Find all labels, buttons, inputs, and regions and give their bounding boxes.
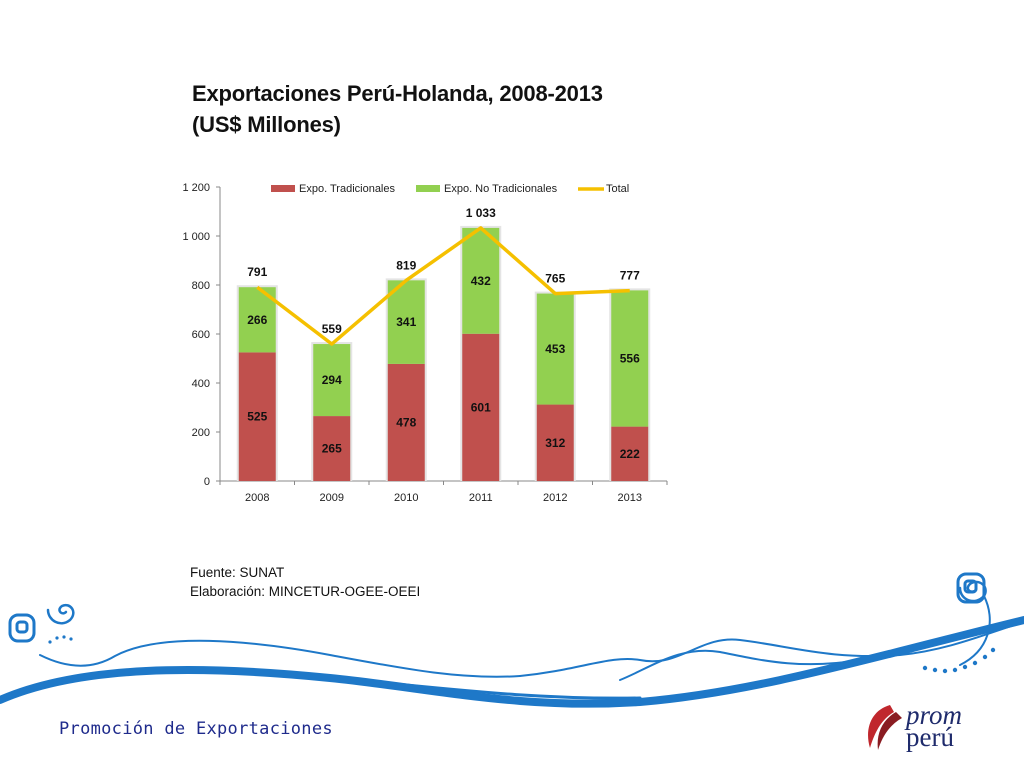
wave-dot: [962, 664, 968, 670]
legend-label-total: Total: [606, 183, 629, 195]
data-label-no-tradicionales: 266: [247, 313, 267, 327]
spiral-box-left: [8, 613, 36, 643]
wave-dot: [55, 636, 59, 640]
spiral-box-right: [956, 572, 986, 604]
wave-dot: [942, 668, 948, 674]
bar-no-tradicionales: [387, 280, 425, 364]
bar-no-tradicionales: [611, 290, 649, 427]
legend-swatch-no-tradicionales: [416, 185, 440, 192]
legend-swatch-tradicionales: [271, 185, 295, 192]
total-line: [256, 226, 630, 346]
bar-tradicionales: [611, 426, 649, 481]
chart-title-line2: (US$ Millones): [192, 112, 341, 137]
wave-dot: [62, 635, 66, 639]
data-label-no-tradicionales: 453: [545, 342, 565, 356]
y-tick-label: 1 200: [182, 182, 210, 194]
y-tick-label: 400: [192, 378, 210, 390]
y-tick-label: 600: [192, 329, 210, 341]
elaboration-text: Elaboración: MINCETUR-OGEE-OEEI: [190, 584, 421, 599]
y-tick-label: 800: [192, 280, 210, 292]
wave-thin-2: [519, 621, 1024, 677]
source-text: Fuente: SUNAT: [190, 565, 285, 580]
data-label-tradicionales: 478: [396, 415, 416, 429]
wave-thin-4: [328, 676, 642, 700]
bar-no-tradicionales: [462, 227, 500, 334]
data-label-total: 791: [247, 265, 267, 279]
x-tick-label: 2013: [618, 492, 642, 504]
decorative-waves: [0, 572, 1024, 708]
promperu-logo: prom perú: [860, 700, 980, 755]
x-tick-label: 2011: [469, 492, 493, 504]
wave-thin-3: [619, 649, 861, 681]
wave-dot: [982, 654, 988, 660]
data-label-total: 559: [322, 322, 342, 336]
bar-tradicionales: [387, 363, 425, 481]
wave-dot: [922, 665, 928, 671]
data-label-no-tradicionales: 294: [322, 373, 342, 387]
data-label-tradicionales: 312: [545, 436, 565, 450]
sources: Fuente: SUNAT Elaboración: MINCETUR-OGEE…: [190, 563, 420, 601]
data-label-tradicionales: 601: [471, 400, 491, 414]
data-label-total: 765: [545, 272, 565, 286]
bar-tradicionales: [536, 404, 574, 481]
wave-spiral-left: [46, 603, 75, 625]
bar-no-tradicionales: [313, 344, 351, 417]
wave-dot: [69, 637, 73, 641]
bar-tradicionales: [238, 352, 276, 481]
wave-dot: [932, 667, 938, 673]
wave-main: [0, 616, 1024, 708]
legend-label-tradicionales: Expo. Tradicionales: [299, 183, 395, 195]
wave-tail-right: [959, 595, 991, 666]
footer-title: Promoción de Exportaciones: [59, 719, 333, 739]
data-label-no-tradicionales: 341: [396, 315, 416, 329]
data-label-tradicionales: 265: [322, 442, 342, 456]
chart: 0 200 400 600 800 1 000 1 200 525 266 2008 265 294 2…: [182, 182, 668, 504]
x-tick-label: 2012: [543, 492, 567, 504]
legend-label-no-tradicionales: Expo. No Tradicionales: [444, 183, 558, 195]
wave-thin-1: [39, 639, 521, 678]
y-tick-label: 1 000: [182, 231, 210, 243]
x-tick-label: 2010: [394, 492, 418, 504]
x-tick-label: 2009: [320, 492, 344, 504]
data-label-total: 1 033: [466, 206, 496, 220]
bar-tradicionales: [462, 333, 500, 481]
data-label-total: 777: [620, 269, 640, 283]
chart-title-line1: Exportaciones Perú-Holanda, 2008-2013: [192, 81, 603, 106]
wave-dot: [48, 640, 52, 644]
data-label-no-tradicionales: 556: [620, 352, 640, 366]
data-label-total: 819: [396, 258, 416, 272]
bar-no-tradicionales: [536, 293, 574, 405]
x-tick-label: 2008: [245, 492, 269, 504]
bar-tradicionales: [313, 416, 351, 481]
wave-dot: [972, 660, 978, 666]
logo-swoosh-icon: [868, 705, 902, 750]
y-tick-label: 200: [192, 427, 210, 439]
data-label-no-tradicionales: 432: [471, 274, 491, 288]
wave-dot: [952, 667, 958, 673]
data-label-tradicionales: 525: [247, 410, 267, 424]
logo-peru-text: perú: [906, 722, 954, 752]
y-tick-label: 0: [204, 476, 210, 488]
wave-dot: [990, 647, 996, 653]
spiral-box-left-inner: [15, 620, 29, 634]
chart-title: Exportaciones Perú-Holanda, 2008-2013 (U…: [192, 78, 603, 140]
data-label-tradicionales: 222: [620, 447, 640, 461]
spiral-box-right-inner: [963, 579, 978, 594]
logo-prom-text: prom: [906, 700, 963, 730]
